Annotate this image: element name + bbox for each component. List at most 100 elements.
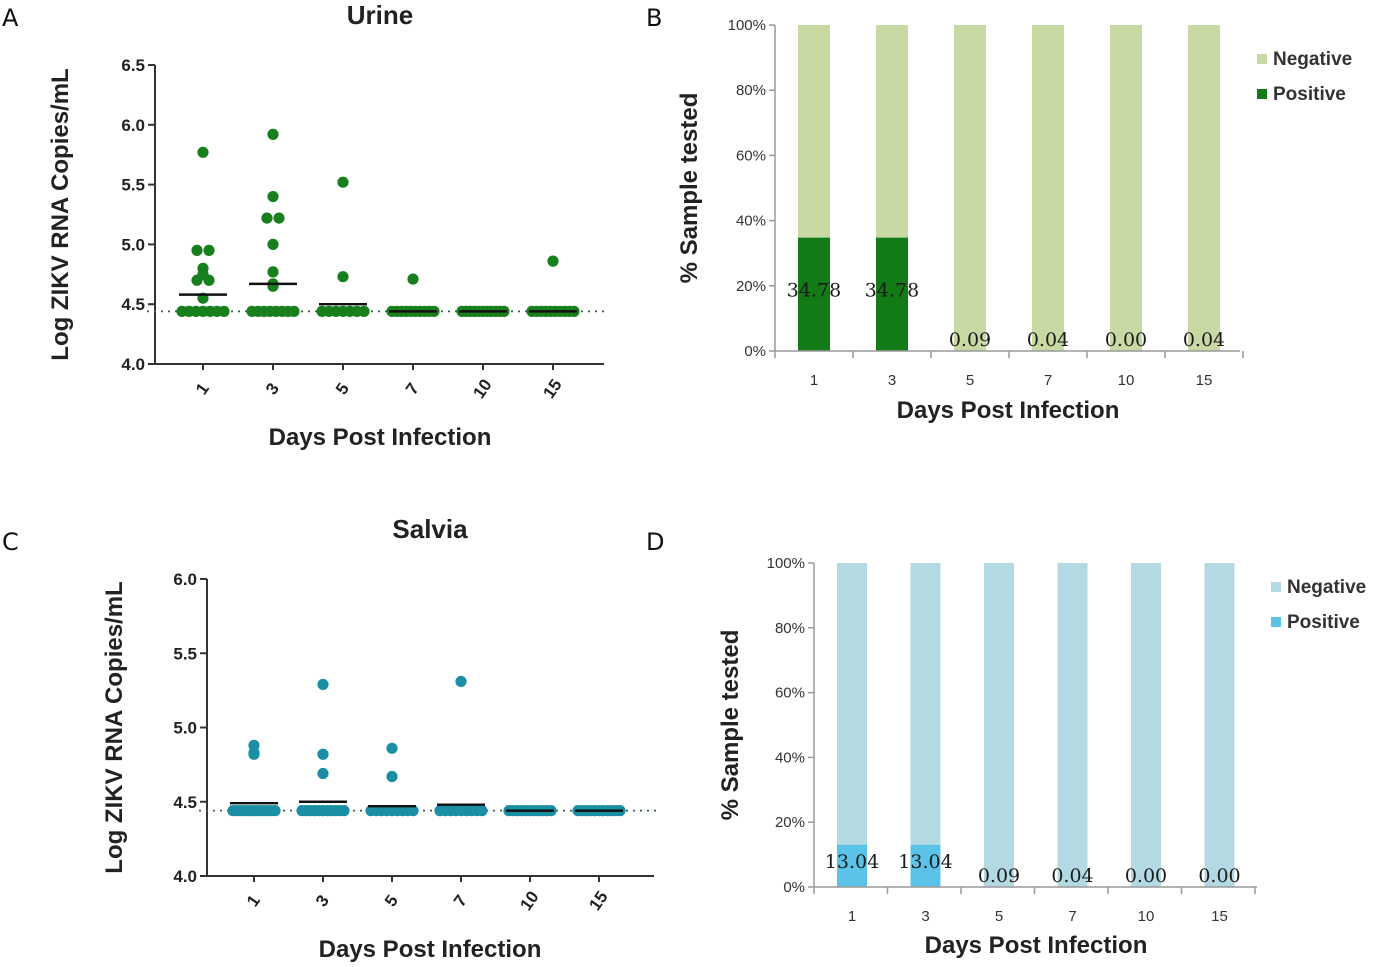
y-tick-label: 80% — [736, 82, 766, 99]
data-point — [407, 273, 419, 285]
data-point — [547, 255, 559, 267]
x-tick-label: 3 — [262, 380, 283, 399]
y-tick-label: 80% — [775, 620, 805, 637]
bar-negative — [798, 25, 830, 238]
legend-swatch — [1257, 89, 1267, 99]
data-point — [218, 305, 230, 317]
y-axis-label: % Sample tested — [717, 630, 744, 821]
bar-negative — [1057, 563, 1088, 887]
data-label: 0.09 — [978, 865, 1020, 887]
data-point — [267, 238, 279, 250]
data-label: 13.04 — [898, 851, 952, 873]
legend-label: Positive — [1287, 612, 1360, 633]
data-point — [338, 805, 350, 817]
x-tick-label: 15 — [1211, 908, 1228, 925]
bar-negative — [876, 25, 908, 238]
panel-b: 0% 20% 40% 60% 80% 100% 34.78 1 34.78 3 0.09 5 0.04 7… — [676, 17, 1352, 424]
data-point — [337, 176, 349, 188]
y-tick-label: 5.5 — [173, 644, 197, 663]
data-point — [337, 271, 349, 283]
data-label: 13.04 — [825, 851, 879, 873]
data-point — [386, 742, 398, 754]
y-tick-label: 0% — [744, 343, 766, 360]
y-tick-label: 6.0 — [173, 570, 197, 589]
x-axis-label: Days Post Infection — [269, 424, 492, 451]
data-label: 0.09 — [949, 329, 991, 351]
panel-a: Urine 4.0 4.5 5.0 5.5 6.0 6.5 1 3 5 7 10 15 Days Post… — [47, 0, 608, 451]
x-axis-label: Days Post Infection — [897, 397, 1120, 424]
data-point — [191, 244, 203, 256]
x-tick-label: 1 — [192, 380, 213, 399]
data-point — [317, 748, 329, 760]
x-tick-label: 5 — [381, 892, 402, 911]
data-point — [273, 212, 285, 224]
bar-positive — [798, 237, 830, 351]
x-tick-label: 15 — [585, 888, 611, 914]
data-point — [455, 675, 467, 688]
data-point — [203, 244, 215, 256]
y-tick-label: 20% — [775, 814, 805, 831]
data-point — [261, 212, 273, 224]
bar-positive — [876, 237, 908, 351]
legend-label: Negative — [1287, 577, 1366, 598]
data-point — [267, 280, 279, 292]
y-tick-label: 40% — [775, 749, 805, 766]
y-tick-label: 60% — [736, 147, 766, 164]
bar-positive — [837, 844, 867, 887]
data-point — [191, 274, 203, 286]
data-point — [407, 805, 419, 817]
legend-swatch — [1257, 54, 1267, 64]
bar-negative — [1131, 563, 1161, 887]
data-label: 0.00 — [1198, 865, 1240, 887]
data-point — [317, 678, 329, 691]
data-point — [267, 128, 279, 140]
data-point — [317, 767, 329, 780]
data-point — [269, 805, 281, 817]
y-tick-label: 6.5 — [121, 56, 145, 75]
y-axis-label: Log ZIKV RNA Copies/mL — [101, 581, 128, 873]
bar-negative — [1204, 563, 1235, 887]
y-tick-label: 20% — [736, 278, 766, 295]
x-tick-label: 7 — [1068, 908, 1076, 925]
chart-title: Salvia — [392, 514, 468, 544]
legend-label: Negative — [1273, 49, 1352, 70]
bar-negative — [984, 563, 1014, 887]
x-tick-label: 10 — [1138, 908, 1155, 925]
data-label: 0.04 — [1027, 329, 1069, 351]
data-point — [248, 748, 260, 760]
x-tick-label: 1 — [848, 908, 856, 925]
y-tick-label: 4.0 — [121, 355, 145, 374]
panel-label-c: C — [2, 528, 19, 556]
data-point — [358, 305, 370, 317]
y-tick-label: 6.0 — [121, 116, 145, 135]
x-tick-label: 10 — [516, 888, 542, 914]
data-point — [386, 770, 398, 783]
legend-label: Positive — [1273, 84, 1346, 105]
data-point — [267, 266, 279, 278]
data-label: 0.00 — [1105, 329, 1147, 351]
bar-positive — [910, 844, 941, 887]
x-tick-label: 3 — [888, 372, 896, 389]
legend-swatch — [1271, 617, 1281, 627]
bar-negative — [1032, 25, 1064, 351]
data-label: 34.78 — [865, 279, 919, 301]
x-tick-label: 15 — [539, 376, 565, 402]
x-tick-label: 7 — [402, 380, 423, 399]
y-tick-label: 100% — [767, 555, 805, 572]
y-tick-label: 40% — [736, 213, 766, 230]
x-tick-label: 5 — [332, 380, 353, 399]
data-label: 0.04 — [1183, 329, 1225, 351]
x-tick-label: 1 — [243, 892, 264, 911]
y-tick-label: 0% — [783, 879, 805, 896]
x-tick-label: 1 — [810, 372, 818, 389]
x-tick-label: 3 — [312, 892, 333, 911]
y-tick-label: 4.0 — [173, 867, 197, 886]
y-axis-label: % Sample tested — [676, 93, 703, 284]
panel-d: 0% 20% 40% 60% 80% 100% 13.04 1 13.04 3 0.09 5 0.04 7… — [717, 555, 1366, 959]
x-axis-label: Days Post Infection — [319, 936, 542, 963]
x-tick-label: 10 — [1118, 372, 1135, 389]
y-tick-label: 60% — [775, 685, 805, 702]
data-point — [203, 274, 215, 286]
panel-c: Salvia 4.0 4.5 5.0 5.5 6.0 1 3 5 7 10 15 Days Post I… — [101, 514, 656, 963]
